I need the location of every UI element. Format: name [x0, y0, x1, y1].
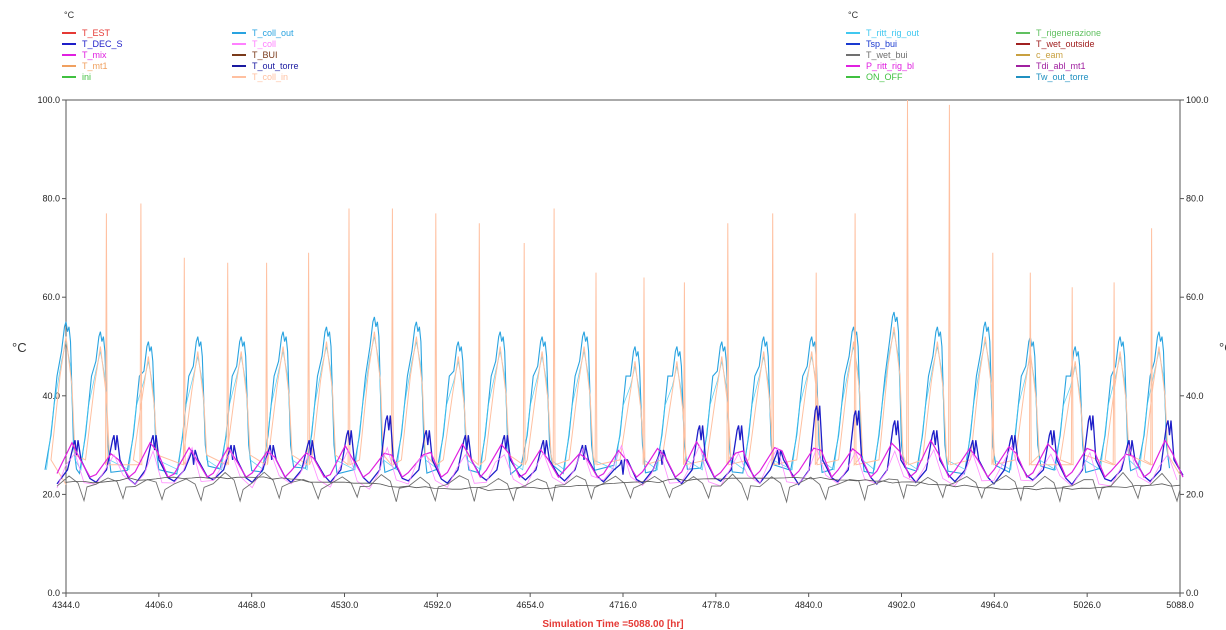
y-tick-label-right-4: 80.0 [1186, 194, 1204, 204]
legend-left-entry-8: T_out_torre [252, 61, 299, 71]
plot-area [44, 99, 1184, 504]
x-tick-label-8: 4840.0 [795, 600, 823, 610]
series-line-t-ritt-rig-out [46, 331, 1169, 472]
y-tick-label-right-2: 40.0 [1186, 391, 1204, 401]
legend-left-entry-7: T_BUI [252, 50, 278, 60]
y-axis-unit-right: °C [1219, 340, 1226, 355]
y-tick-label-left-2: 40.0 [42, 391, 60, 401]
y-tick-label-right-3: 60.0 [1186, 292, 1204, 302]
x-tick-label-0: 4344.0 [52, 600, 80, 610]
plot-frame [65, 99, 1181, 594]
x-tick-label-11: 5026.0 [1073, 600, 1101, 610]
legend-right-entry-9: Tw_out_torre [1036, 72, 1089, 82]
series-line-t-coll-out [44, 311, 1171, 476]
x-tick-label-1: 4406.0 [145, 600, 173, 610]
y-axis-unit-left: °C [12, 340, 27, 355]
legend-left: °CT_ESTT_DEC_ST_mixT_mt1iniT_coll_outT_c… [62, 10, 299, 82]
x-axis: 4344.0 4406.0 4468.0 4530.0 4592.0 4654.0 4716… [52, 593, 1194, 610]
x-axis-label: Simulation Time =5088.00 [hr] [542, 619, 683, 630]
y-tick-label-left-4: 80.0 [42, 194, 60, 204]
series-line-t-bui [65, 476, 1181, 491]
x-tick-label-2: 4468.0 [238, 600, 266, 610]
legend-left-unit: °C [64, 10, 75, 20]
x-tick-label-12: 5088.0 [1166, 600, 1194, 610]
y-tick-label-left-3: 60.0 [42, 292, 60, 302]
legend-left-entry-6: T_coll [252, 39, 276, 49]
x-tick-label-6: 4716.0 [609, 600, 637, 610]
legend-left-entry-9: T_coll_in [252, 72, 288, 82]
legend-right-entry-2: T_wet_bui [866, 50, 908, 60]
y-tick-label-right-0: 0.0 [1186, 588, 1199, 598]
series-line-t-coll [56, 444, 1178, 490]
y-tick-label-left-0: 0.0 [47, 588, 60, 598]
legend-right-entry-4: ON_OFF [866, 72, 903, 82]
series-line-t-mix [56, 438, 1184, 479]
legend-right-unit: °C [848, 10, 859, 20]
x-tick-label-3: 4530.0 [331, 600, 359, 610]
x-tick-label-5: 4654.0 [516, 600, 544, 610]
x-tick-label-9: 4902.0 [888, 600, 916, 610]
legend-left-entry-3: T_mt1 [82, 61, 108, 71]
x-tick-label-10: 4964.0 [981, 600, 1009, 610]
y-tick-label-right-1: 20.0 [1186, 489, 1204, 499]
legend-right-entry-8: Tdi_abl_mt1 [1036, 61, 1086, 71]
legend-right: °C T_ritt_rig_outTsp_buiT_wet_buiP_ritt_r… [846, 10, 1101, 82]
legend-right-entry-0: T_ritt_rig_out [866, 28, 920, 38]
series-line-t-coll-in [50, 99, 1181, 485]
y-tick-label-right-5: 100.0 [1186, 95, 1209, 105]
legend-right-entry-7: c_eam [1036, 50, 1063, 60]
legend-left-entry-5: T_coll_out [252, 28, 294, 38]
y-axis-left: 0.0 20.0 40.0 60.0 80.0 100.0 [37, 95, 66, 598]
legend-left-entry-0: T_EST [82, 28, 111, 38]
y-axis-right: 0.0 20.0 40.0 60.0 80.0 100.0 [1180, 95, 1209, 598]
legend-left-entry-4: ini [82, 72, 91, 82]
y-tick-label-left-5: 100.0 [37, 95, 60, 105]
legend-right-entry-5: T_rigenerazione [1036, 28, 1101, 38]
legend-left-entry-2: T_mix [82, 50, 107, 60]
series-line-t-wet-bui [56, 471, 1181, 504]
legend-right-entry-6: T_wet_outside [1036, 39, 1095, 49]
y-tick-label-left-1: 20.0 [42, 489, 60, 499]
legend-left-entry-1: T_DEC_S [82, 39, 123, 49]
legend-right-entry-1: Tsp_bui [866, 39, 897, 49]
x-tick-label-4: 4592.0 [424, 600, 452, 610]
x-tick-label-7: 4778.0 [702, 600, 730, 610]
legend-right-entry-3: P_ritt_rig_bl [866, 61, 914, 71]
